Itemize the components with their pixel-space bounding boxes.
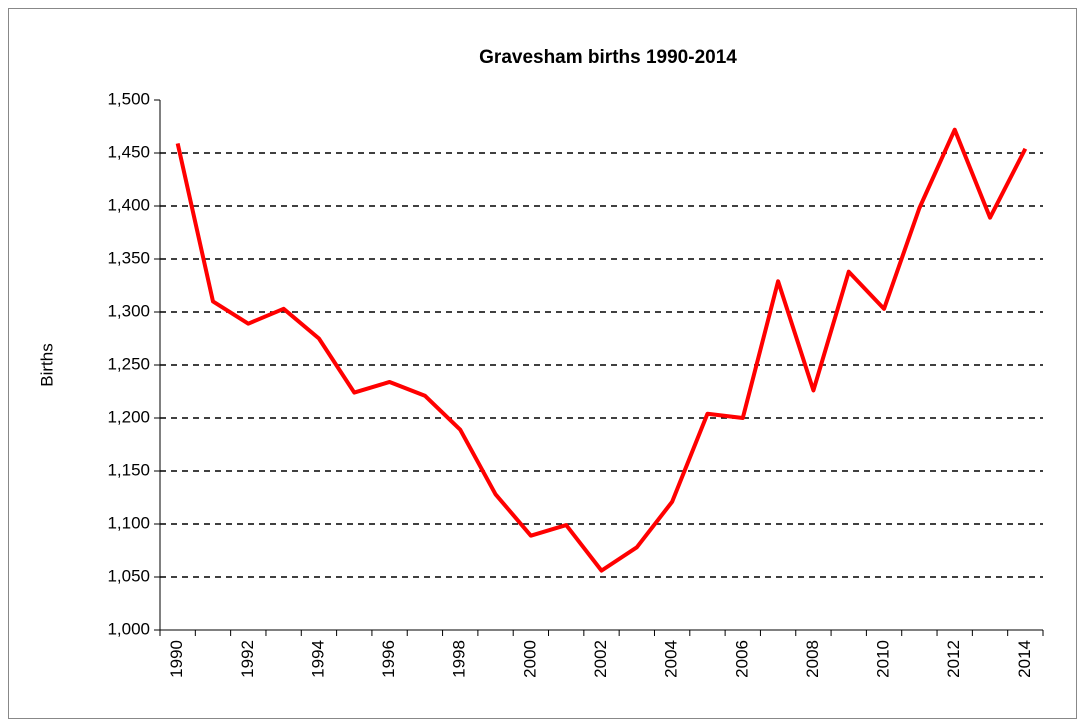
y-axis-label: Births xyxy=(37,343,56,386)
y-tick-label: 1,100 xyxy=(107,513,150,532)
x-tick-label: 2014 xyxy=(1015,640,1034,678)
x-tick-label: 2012 xyxy=(944,640,963,678)
x-tick-label: 2000 xyxy=(520,640,539,678)
x-tick-label: 1992 xyxy=(238,640,257,678)
x-tick-label: 1990 xyxy=(167,640,186,678)
y-tick-label: 1,500 xyxy=(107,89,150,108)
y-tick-label: 1,300 xyxy=(107,301,150,320)
x-tick-label: 2008 xyxy=(803,640,822,678)
y-tick-label: 1,050 xyxy=(107,566,150,585)
y-tick-label: 1,000 xyxy=(107,619,150,638)
chart-border xyxy=(8,8,1077,719)
y-tick-label: 1,450 xyxy=(107,142,150,161)
x-tick-label: 2010 xyxy=(874,640,893,678)
x-tick-label: 2004 xyxy=(662,640,681,678)
line-series xyxy=(175,127,1028,573)
y-tick-label: 1,150 xyxy=(107,460,150,479)
y-tick-label: 1,350 xyxy=(107,248,150,267)
x-tick-label: 2006 xyxy=(732,640,751,678)
x-tick-label: 1998 xyxy=(450,640,469,678)
y-tick-label: 1,400 xyxy=(107,195,150,214)
y-tick-label: 1,200 xyxy=(107,407,150,426)
y-tick-label: 1,250 xyxy=(107,354,150,373)
x-tick-label: 1996 xyxy=(379,640,398,678)
chart-title: Gravesham births 1990-2014 xyxy=(479,47,737,68)
x-tick-label: 1994 xyxy=(308,640,327,678)
x-tick-label: 2002 xyxy=(591,640,610,678)
